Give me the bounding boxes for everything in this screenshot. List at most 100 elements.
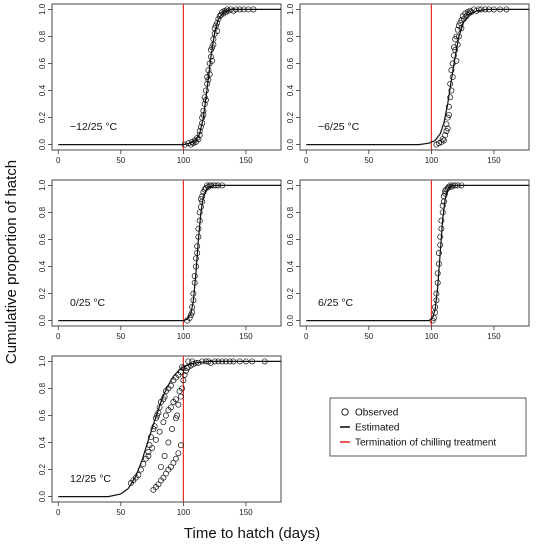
observed-point (192, 255, 199, 262)
x-tick-label: 100 (425, 156, 439, 165)
observed-point (179, 363, 186, 370)
observed-point (162, 412, 169, 419)
panel-1: 0 50 100 150 0.0 0.2 0.4 0.6 0.8 1.0 −12/25 °C (38, 3, 282, 165)
marks (306, 4, 529, 150)
y-tick-label: 0.6 (286, 233, 295, 245)
observed-point (448, 87, 455, 94)
y-tick-label: 0.0 (38, 138, 47, 150)
observed-point (200, 107, 207, 114)
observed-point (207, 53, 214, 60)
observed-point (491, 6, 497, 13)
observed-point (205, 67, 212, 74)
observed-point (200, 111, 207, 118)
panel-3: 0 50 100 150 0.0 0.2 0.4 0.6 0.8 1.0 0/25 °C (38, 179, 282, 341)
observed-point (215, 182, 222, 189)
y-tick-label: 0.0 (38, 490, 47, 502)
observed-point (226, 358, 233, 365)
observed-point (202, 97, 209, 103)
observed-point (219, 358, 226, 365)
observed-point (437, 233, 444, 240)
observed-point (160, 396, 167, 403)
observed-point (149, 444, 156, 451)
y-tick-label: 0.4 (286, 84, 295, 96)
marks (306, 180, 529, 326)
x-tick-label: 0 (56, 332, 61, 341)
observed-point (174, 412, 181, 419)
observed-point (435, 260, 442, 267)
y-axis-label: Cumulative proportion of hatch (3, 160, 20, 364)
observed-point (453, 33, 460, 40)
y-tick-label: 0.2 (38, 111, 47, 123)
observed-point (205, 76, 212, 83)
panel-2: 0 50 100 150 0.0 0.2 0.4 0.6 0.8 1.0 −6/25 °C (286, 3, 530, 165)
y-tick-label: 0.8 (38, 30, 47, 42)
marks (58, 180, 281, 326)
observed-point (185, 358, 192, 365)
observed-point (140, 461, 147, 468)
plot-frame (299, 179, 530, 327)
y-tick-label: 0.6 (38, 57, 47, 69)
panel-annotation: −6/25 °C (318, 121, 360, 133)
x-tick-label: 100 (177, 156, 191, 165)
y-tick-label: 0.8 (286, 206, 295, 218)
observed-point (160, 419, 167, 426)
observed-point (202, 87, 209, 94)
observed-point (196, 209, 203, 216)
y-tick-label: 0.2 (286, 111, 295, 123)
observed-point (191, 273, 198, 279)
observed-point (201, 94, 208, 101)
observed-point (137, 466, 144, 473)
observed-point (450, 44, 457, 51)
observed-point (175, 401, 182, 408)
x-tick-label: 150 (239, 332, 253, 341)
observed-point (449, 74, 456, 80)
y-tick-label: 0.4 (38, 260, 47, 272)
observed-point (190, 297, 197, 304)
observed-point (454, 41, 461, 48)
observed-point (432, 304, 439, 311)
observed-point (196, 128, 203, 135)
observed-point (180, 365, 187, 372)
observed-point (454, 26, 461, 33)
y-tick-label: 0.8 (286, 30, 295, 42)
observed-point (167, 404, 174, 411)
x-tick-label: 50 (364, 156, 373, 165)
observed-point (467, 7, 474, 14)
observed-point (209, 44, 216, 51)
observed-point (180, 377, 187, 384)
panel-annotation: −12/25 °C (70, 121, 118, 133)
observed-point (154, 412, 161, 419)
observed-point (196, 217, 203, 224)
observed-point (151, 423, 158, 430)
y-tick-label: 0.2 (38, 287, 47, 299)
observed-point (165, 439, 172, 446)
observed-point (433, 297, 440, 304)
observed-point (429, 317, 436, 324)
observed-point (196, 132, 203, 139)
observed-point (445, 183, 452, 190)
observed-point (439, 209, 446, 216)
observed-point (195, 225, 202, 232)
observed-point (243, 358, 249, 365)
marks (58, 4, 281, 150)
observed-point (150, 426, 157, 432)
observed-point (236, 6, 243, 13)
y-tick-label: 0.0 (38, 314, 47, 326)
y-tick-label: 1.0 (286, 179, 295, 191)
observed-point (190, 290, 197, 297)
observed-point (454, 182, 461, 189)
observed-point (169, 426, 176, 432)
observed-point (212, 182, 219, 189)
y-tick-label: 0.6 (38, 233, 47, 245)
observed-point (199, 358, 206, 365)
x-tick-label: 150 (487, 156, 501, 165)
observed-point (503, 6, 510, 13)
y-tick-label: 0.0 (286, 314, 295, 326)
plot-frame (51, 179, 282, 327)
legend-observed-label: Observed (355, 408, 398, 419)
observed-point (197, 124, 204, 130)
observed-point (210, 41, 217, 48)
observed-point (207, 359, 214, 366)
marks (58, 356, 281, 502)
observed-point (482, 6, 489, 13)
